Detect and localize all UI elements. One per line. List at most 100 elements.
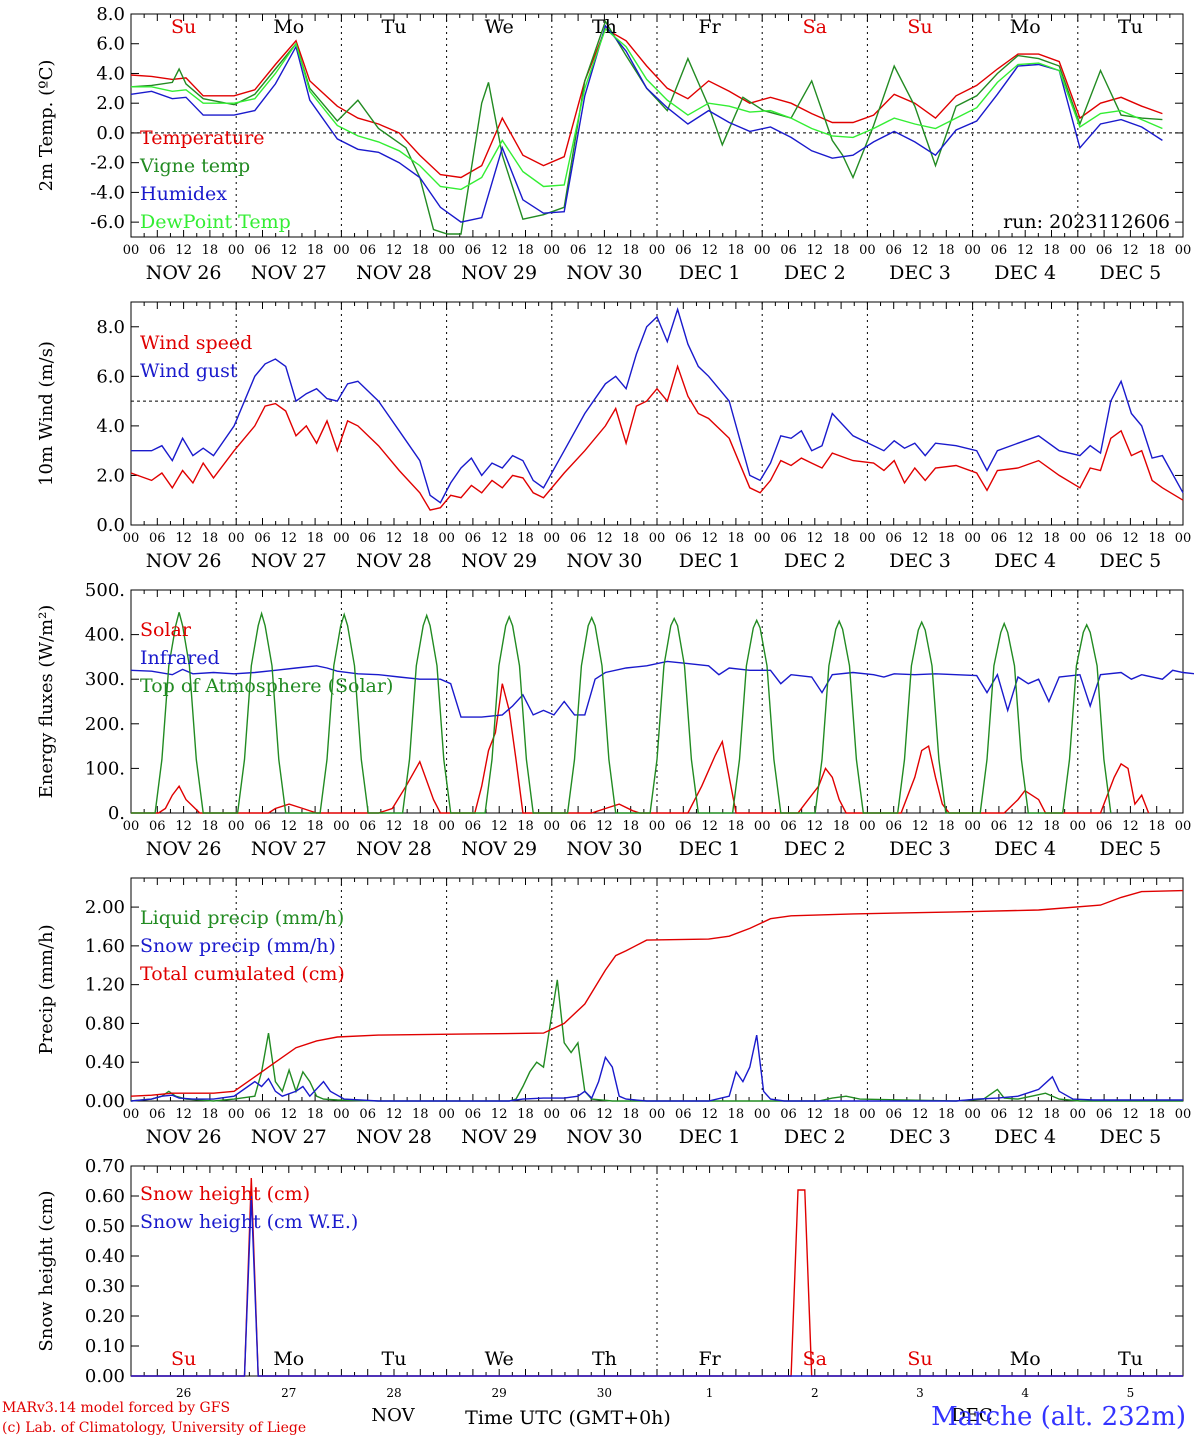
- bottom-day-number: 29: [492, 1386, 507, 1400]
- weekday-label-bottom: Tu: [382, 1348, 407, 1370]
- hour-tick-label: 00: [1070, 243, 1087, 258]
- date-label: DEC 4: [994, 262, 1056, 284]
- date-label: DEC 3: [889, 1126, 951, 1148]
- y-tick-label: -4.0: [90, 182, 125, 203]
- hour-tick-label: 00: [123, 531, 140, 546]
- y-tick-label: 8.0: [96, 4, 125, 25]
- date-label: DEC 4: [994, 838, 1056, 860]
- hour-tick-label: 06: [1096, 1107, 1113, 1122]
- weekday-label-bottom: Mo: [1010, 1348, 1041, 1370]
- hour-tick-label: 00: [754, 243, 771, 258]
- footer-station-name: Marche (alt. 232m): [931, 1402, 1186, 1432]
- legend-entry: Infrared: [140, 647, 220, 669]
- legend-entry: Snow height (cm W.E.): [140, 1211, 358, 1233]
- hour-tick-label: 12: [701, 819, 718, 834]
- hour-tick-label: 18: [517, 819, 534, 834]
- bottom-day-number: 2: [811, 1386, 819, 1400]
- bottom-day-number: 27: [281, 1386, 296, 1400]
- hour-tick-label: 06: [1096, 531, 1113, 546]
- hour-tick-label: 18: [833, 531, 850, 546]
- legend-entry: Temperature: [140, 127, 264, 149]
- hour-tick-label: 12: [1017, 243, 1034, 258]
- legend-entry: Vigne temp: [139, 155, 250, 177]
- run-label: run: 2023112606: [1003, 211, 1170, 233]
- legend-entry: Snow height (cm): [140, 1183, 310, 1205]
- date-label: NOV 30: [566, 838, 642, 860]
- hour-tick-label: 18: [517, 243, 534, 258]
- hour-tick-label: 00: [1070, 531, 1087, 546]
- y-tick-label: 1.20: [85, 975, 125, 996]
- hour-tick-label: 18: [833, 819, 850, 834]
- date-label: DEC 4: [994, 550, 1056, 572]
- weekday-label-bottom: Tu: [1118, 1348, 1143, 1370]
- date-label: DEC 5: [1100, 262, 1162, 284]
- hour-tick-label: 12: [491, 1107, 508, 1122]
- series-line-infrared: [130, 660, 1194, 718]
- hour-tick-label: 06: [675, 243, 692, 258]
- hour-tick-label: 06: [570, 819, 587, 834]
- hour-tick-label: 06: [675, 1107, 692, 1122]
- y-axis-label: 2m Temp. (ºC): [36, 60, 57, 192]
- hour-tick-label: 06: [780, 531, 797, 546]
- hour-tick-label: 00: [333, 1107, 350, 1122]
- hour-tick-label: 12: [386, 243, 403, 258]
- hour-tick-label: 06: [359, 819, 376, 834]
- series-line-temperature: [130, 27, 1163, 179]
- y-axis-label: Energy fluxes (W/m²): [36, 605, 57, 799]
- y-tick-label: 0.30: [85, 1276, 125, 1297]
- hour-tick-label: 00: [859, 1107, 876, 1122]
- hour-tick-label: 18: [622, 243, 639, 258]
- date-label: DEC 5: [1100, 838, 1162, 860]
- y-tick-label: 300.: [85, 669, 125, 690]
- y-tick-label: 0.0: [96, 123, 125, 144]
- hour-tick-label: 12: [1122, 531, 1139, 546]
- y-tick-label: 4.0: [96, 416, 125, 437]
- hour-tick-label: 00: [859, 819, 876, 834]
- panel-frame: [130, 13, 1184, 238]
- bottom-day-number: 26: [176, 1386, 191, 1400]
- hour-tick-label: 00: [1070, 1107, 1087, 1122]
- y-tick-label: 0.40: [85, 1246, 125, 1267]
- hour-tick-label: 06: [570, 243, 587, 258]
- hour-tick-label: 00: [754, 531, 771, 546]
- y-tick-label: 8.0: [96, 317, 125, 338]
- series-line-total-cumulated-cm-: [130, 889, 1184, 1097]
- y-tick-label: 100.: [85, 758, 125, 779]
- hour-tick-label: 12: [596, 531, 613, 546]
- legend-entry: Liquid precip (mm/h): [140, 907, 344, 929]
- hour-tick-label: 12: [912, 819, 929, 834]
- hour-tick-label: 06: [149, 1107, 166, 1122]
- hour-tick-label: 18: [517, 1107, 534, 1122]
- y-tick-label: 500.: [85, 580, 125, 601]
- hour-tick-label: 06: [149, 819, 166, 834]
- hour-tick-label: 18: [1043, 1107, 1060, 1122]
- hour-tick-label: 00: [123, 1107, 140, 1122]
- hour-tick-label: 12: [701, 243, 718, 258]
- hour-tick-label: 00: [544, 1107, 561, 1122]
- y-tick-label: 6.0: [96, 366, 125, 387]
- hour-tick-label: 00: [1070, 819, 1087, 834]
- date-label: NOV 28: [356, 550, 432, 572]
- hour-tick-label: 18: [622, 819, 639, 834]
- date-label: DEC 2: [784, 550, 846, 572]
- bottom-day-number: 1: [706, 1386, 714, 1400]
- hour-tick-label: 18: [412, 1107, 429, 1122]
- hour-tick-label: 06: [780, 243, 797, 258]
- hour-tick-label: 12: [175, 243, 192, 258]
- y-tick-label: -6.0: [90, 212, 125, 233]
- weekday-label-top: Fr: [698, 16, 721, 38]
- y-tick-label: 0.80: [85, 1013, 125, 1034]
- panel-4: [130, 877, 1184, 1102]
- weekday-label-top: Mo: [273, 16, 304, 38]
- weekday-label-top: Mo: [1010, 16, 1041, 38]
- date-label: DEC 3: [889, 550, 951, 572]
- panel-frame: [130, 301, 1184, 526]
- date-label: NOV 29: [461, 550, 537, 572]
- weekday-label-bottom: Sa: [803, 1348, 827, 1370]
- bottom-day-number: 4: [1021, 1386, 1029, 1400]
- weekday-label-bottom: Mo: [273, 1348, 304, 1370]
- y-tick-label: 0.70: [85, 1156, 125, 1177]
- hour-tick-label: 18: [202, 531, 219, 546]
- hour-tick-label: 18: [202, 819, 219, 834]
- hour-tick-label: 12: [175, 1107, 192, 1122]
